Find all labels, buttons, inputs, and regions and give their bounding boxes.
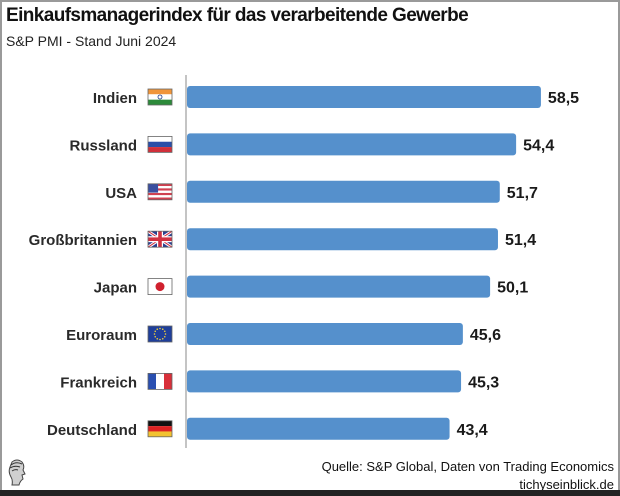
bar-deutschland — [187, 417, 450, 440]
category-label: USA — [105, 185, 137, 202]
greek-head-logo-icon — [8, 459, 26, 486]
usa-flag-icon — [147, 183, 173, 201]
bar-euroraum — [187, 323, 463, 345]
russia-flag-icon — [147, 135, 173, 153]
value-label: 58,5 — [548, 90, 579, 107]
japan-flag-icon — [147, 278, 173, 296]
uk-flag-icon — [147, 229, 173, 249]
value-label: 51,7 — [507, 185, 538, 202]
bar-usa — [187, 180, 500, 203]
bar-russland — [187, 133, 517, 156]
value-label: 45,3 — [468, 374, 499, 391]
value-label: 54,4 — [523, 137, 554, 154]
germany-flag-icon — [147, 420, 173, 438]
france-flag-icon — [147, 372, 173, 390]
category-label: Großbritannien — [29, 232, 137, 249]
value-label: 50,1 — [497, 280, 528, 297]
eu-flag-icon — [147, 325, 173, 343]
bottom-strip — [0, 490, 620, 496]
bar-indien — [187, 86, 541, 108]
chart-subtitle: S&P PMI - Stand Juni 2024 — [6, 33, 177, 49]
category-label: Japan — [94, 280, 137, 297]
category-label: Russland — [69, 137, 137, 154]
category-label: Euroraum — [66, 327, 137, 344]
source-text: Quelle: S&P Global, Daten von Trading Ec… — [321, 459, 614, 474]
category-label: Indien — [93, 90, 137, 107]
value-label: 43,4 — [457, 422, 488, 439]
chart-title: Einkaufsmanagerindex für das verarbeiten… — [6, 5, 469, 26]
source-note: Quelle: S&P Global, Daten von Trading Ec… — [322, 458, 614, 494]
site-link[interactable]: tichyseinblick.de — [519, 477, 614, 492]
value-label: 45,6 — [470, 327, 501, 344]
bar-frankreich — [187, 370, 462, 393]
bar-großbritannien — [187, 228, 498, 251]
bar-japan — [187, 275, 491, 298]
india-flag-icon — [147, 88, 173, 106]
category-label: Frankreich — [60, 374, 137, 391]
category-label: Deutschland — [47, 422, 137, 439]
value-label: 51,4 — [505, 232, 536, 249]
